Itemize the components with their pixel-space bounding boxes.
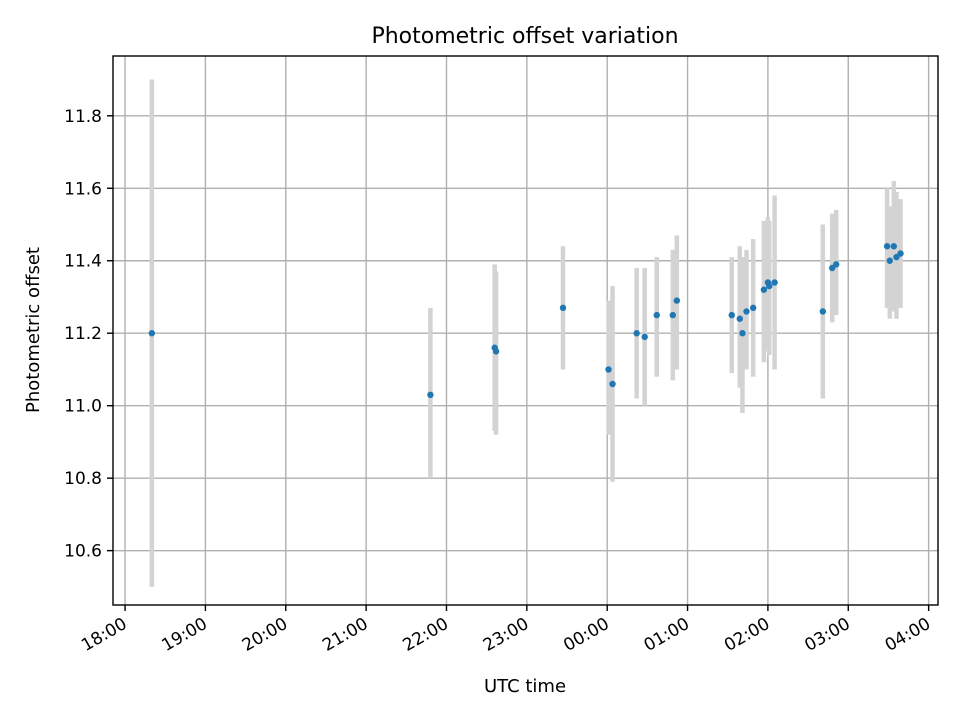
data-point xyxy=(766,282,773,290)
data-point xyxy=(819,308,827,315)
data-point xyxy=(148,330,156,337)
data-point xyxy=(605,366,612,373)
data-point xyxy=(760,286,768,293)
data-point xyxy=(749,304,757,312)
data-point xyxy=(641,333,648,341)
data-point xyxy=(890,243,898,250)
y-tick-label: 11.4 xyxy=(64,252,102,272)
y-tick-label: 11.8 xyxy=(64,107,102,127)
y-axis-label: Photometric offset xyxy=(23,247,44,413)
data-point xyxy=(728,311,735,319)
y-tick-label: 11.6 xyxy=(64,179,102,199)
y-tick-label: 10.8 xyxy=(64,469,102,489)
data-point xyxy=(739,330,746,337)
data-point xyxy=(673,297,681,304)
y-tick-label: 11.2 xyxy=(64,324,102,344)
data-point xyxy=(743,308,750,315)
data-point xyxy=(633,330,640,337)
y-tick-label: 10.6 xyxy=(64,542,102,562)
data-point xyxy=(886,257,893,264)
x-axis-label: UTC time xyxy=(484,676,566,697)
data-point xyxy=(609,380,616,388)
plot-frame xyxy=(112,55,939,606)
data-point xyxy=(833,261,840,268)
y-tick-label: 11.0 xyxy=(64,397,102,417)
data-point xyxy=(771,279,778,286)
chart-title: Photometric offset variation xyxy=(371,24,678,49)
data-point xyxy=(669,311,677,319)
data-point xyxy=(736,315,743,322)
data-point xyxy=(427,391,434,399)
data-point xyxy=(492,348,500,355)
data-point xyxy=(653,311,660,319)
data-point xyxy=(897,250,904,257)
data-point xyxy=(559,304,567,312)
data-point xyxy=(883,243,891,250)
grid-lines xyxy=(113,56,938,605)
data-points xyxy=(148,243,904,399)
y-axis-ticks: 10.6 10.8 11.0 11.2 11.4 11.6 11.8 xyxy=(64,107,113,562)
